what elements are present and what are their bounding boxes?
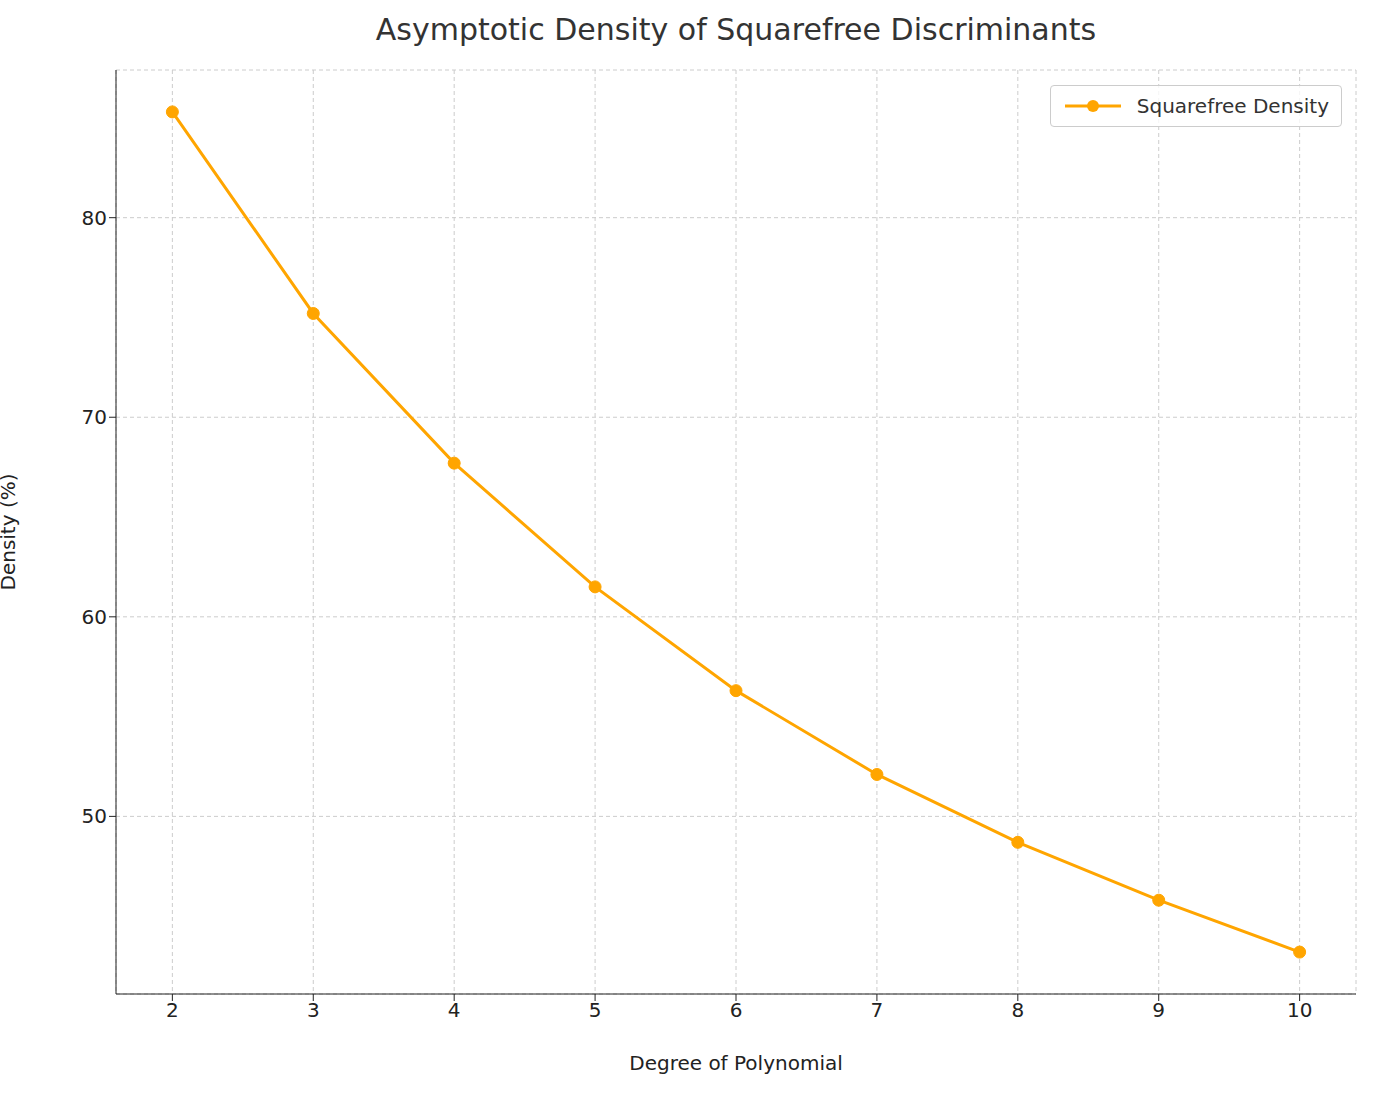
- svg-text:80: 80: [82, 206, 107, 230]
- svg-text:5: 5: [589, 998, 602, 1022]
- svg-text:10: 10: [1287, 998, 1312, 1022]
- svg-text:9: 9: [1152, 998, 1165, 1022]
- html-text:Asymptotic Density of Squarefr: Asymptotic Density of Squarefree Discrim…: [375, 12, 1097, 47]
- svg-text:6: 6: [730, 998, 743, 1022]
- svg-text:8: 8: [1011, 998, 1024, 1022]
- svg-text:7: 7: [871, 998, 884, 1022]
- svg-text:60: 60: [82, 605, 107, 629]
- svg-text:4: 4: [448, 998, 461, 1022]
- svg-text:50: 50: [82, 804, 107, 828]
- svg-text:Degree of Polynomial: Degree of Polynomial: [629, 1051, 843, 1075]
- svg-text:2: 2: [166, 998, 179, 1022]
- svg-text:Density (%): Density (%): [8, 473, 20, 590]
- html-text:Squarefree Density: Squarefree Density: [1136, 94, 1329, 118]
- svg-text:3: 3: [307, 998, 320, 1022]
- svg-text:70: 70: [82, 405, 107, 429]
